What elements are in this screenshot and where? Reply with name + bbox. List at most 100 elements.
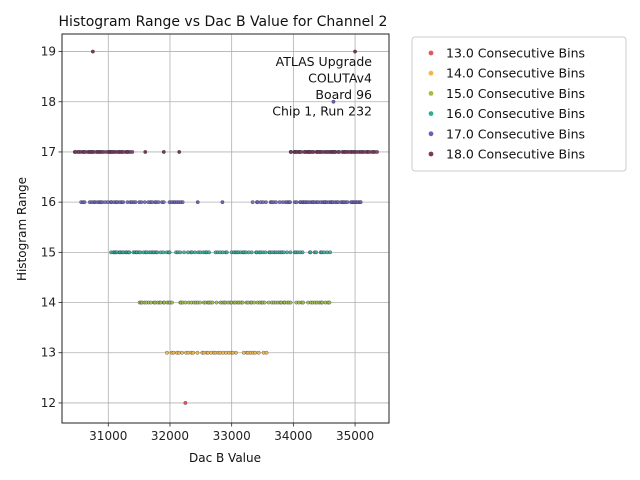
- legend-label: 17.0 Consecutive Bins: [446, 126, 585, 141]
- annotation-line: ATLAS Upgrade: [276, 54, 373, 69]
- data-point: [195, 350, 200, 355]
- legend-marker: [428, 50, 434, 56]
- data-point: [186, 350, 191, 355]
- data-point: [281, 250, 286, 255]
- data-point: [345, 200, 350, 204]
- y-tick-label: 14: [41, 296, 56, 310]
- data-point: [170, 300, 174, 305]
- data-point: [178, 250, 183, 255]
- ticks: 31000 32000 33000 34000 35000 12 13 14 15 16 17 18 1…: [41, 45, 374, 443]
- data-point: [255, 200, 260, 204]
- data-point: [253, 350, 258, 355]
- legend-label: 16.0 Consecutive Bins: [446, 106, 585, 121]
- data-point: [301, 300, 306, 305]
- y-tick-label: 12: [41, 396, 56, 410]
- data-point: [311, 150, 316, 154]
- annotation-line: Chip 1, Run 232: [272, 104, 372, 119]
- data-point: [180, 200, 185, 204]
- data-point: [139, 200, 144, 204]
- data-point: [328, 250, 332, 255]
- series-13-0: [183, 401, 188, 405]
- data-point: [288, 200, 292, 204]
- x-tick-label: 31000: [89, 429, 127, 443]
- data-point: [288, 250, 293, 255]
- legend-marker: [428, 91, 434, 96]
- x-tick-label: 34000: [274, 429, 312, 443]
- data-point: [220, 200, 225, 204]
- data-point: [180, 350, 184, 355]
- series-14-0: [165, 350, 269, 355]
- data-point: [190, 250, 194, 255]
- legend-marker: [428, 131, 434, 137]
- x-tick-label: 35000: [336, 429, 374, 443]
- data-point: [193, 250, 197, 255]
- data-point: [195, 200, 200, 204]
- data-point: [142, 200, 147, 204]
- data-point: [289, 150, 293, 154]
- data-point: [249, 250, 254, 255]
- y-tick-label: 13: [41, 346, 56, 360]
- y-tick-label: 18: [41, 95, 56, 109]
- data-point: [264, 200, 268, 204]
- data-point: [82, 200, 87, 204]
- data-point: [337, 150, 342, 154]
- data-point: [285, 250, 289, 255]
- data-point: [224, 250, 229, 255]
- plot-frame: [61, 33, 390, 424]
- data-point: [314, 250, 318, 255]
- x-axis-label: Dac B Value: [189, 451, 261, 465]
- data-point: [171, 350, 176, 355]
- data-point: [300, 250, 305, 255]
- legend-label: 13.0 Consecutive Bins: [446, 46, 585, 61]
- legend-marker: [428, 151, 434, 157]
- legend-marker: [428, 111, 434, 116]
- series-16-0: [109, 250, 332, 255]
- legend-box: [411, 36, 627, 172]
- data-point: [250, 200, 255, 204]
- chart-title: Histogram Range vs Dac B Value for Chann…: [59, 14, 388, 30]
- y-axis-label: Histogram Range: [15, 177, 29, 281]
- data-point: [207, 250, 211, 255]
- y-tick-label: 19: [41, 45, 56, 59]
- data-point: [256, 350, 261, 355]
- data-point: [161, 250, 166, 255]
- data-point: [288, 300, 293, 305]
- annotation-line: Board 96: [315, 87, 372, 102]
- data-point: [156, 200, 161, 204]
- x-tick-label: 32000: [151, 429, 189, 443]
- legend-label: 15.0 Consecutive Bins: [446, 86, 585, 101]
- data-point: [186, 250, 190, 255]
- data-point: [331, 99, 336, 104]
- x-tick-label: 33000: [213, 429, 251, 443]
- data-point: [167, 250, 172, 255]
- data-point: [143, 150, 148, 154]
- data-point: [320, 300, 325, 305]
- data-point: [133, 200, 138, 204]
- data-point: [182, 250, 186, 255]
- y-tick-label: 17: [41, 145, 56, 159]
- data-point: [121, 200, 126, 204]
- data-point: [230, 350, 235, 355]
- data-point: [210, 300, 215, 305]
- data-point: [327, 300, 332, 305]
- data-point: [262, 300, 267, 305]
- data-point: [165, 350, 169, 355]
- annotation-line: COLUTAv4: [308, 71, 372, 86]
- data-point: [264, 350, 269, 355]
- legend-label: 14.0 Consecutive Bins: [446, 66, 585, 81]
- legend-label: 18.0 Consecutive Bins: [446, 147, 585, 162]
- data-point: [358, 200, 363, 204]
- data-point: [234, 350, 238, 355]
- data-point: [161, 200, 166, 204]
- series-18-0: [72, 49, 379, 154]
- data-point: [191, 350, 195, 355]
- data-point: [353, 49, 357, 54]
- data-point: [266, 300, 271, 305]
- series-15-0: [137, 300, 332, 305]
- legend: 13.0 Consecutive Bins 14.0 Consecutive Bi…: [411, 36, 627, 172]
- data-point: [161, 150, 166, 154]
- data-point: [177, 150, 182, 154]
- data-point: [252, 300, 257, 305]
